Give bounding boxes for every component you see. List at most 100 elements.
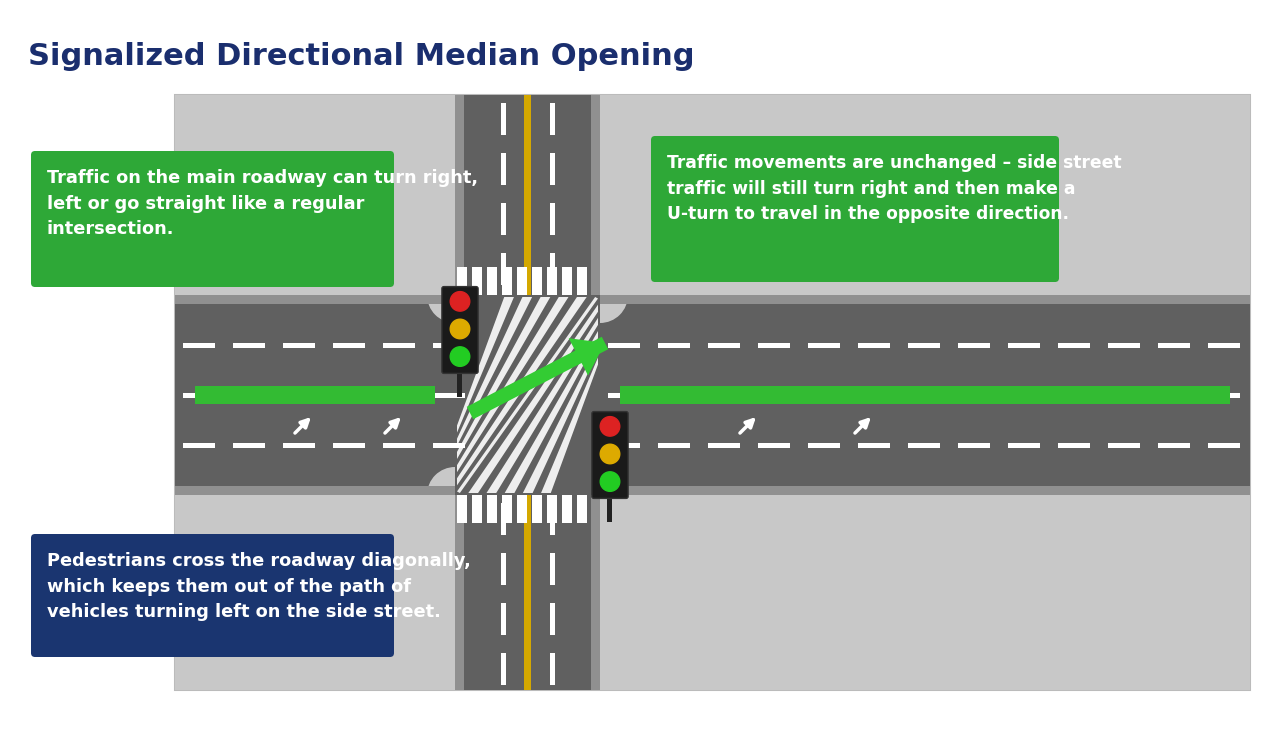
- Circle shape: [600, 416, 620, 436]
- Bar: [175, 95, 1251, 690]
- Wedge shape: [428, 295, 454, 323]
- Text: Traffic movements are unchanged – side street
traffic will still turn right and : Traffic movements are unchanged – side s…: [667, 154, 1121, 223]
- FancyBboxPatch shape: [31, 151, 394, 287]
- Bar: [547, 495, 557, 523]
- Bar: [1158, 343, 1190, 348]
- Polygon shape: [457, 297, 550, 459]
- Bar: [283, 393, 315, 397]
- Polygon shape: [457, 297, 598, 493]
- Circle shape: [451, 347, 470, 366]
- Bar: [1009, 442, 1039, 447]
- Bar: [233, 343, 265, 348]
- Polygon shape: [522, 344, 598, 493]
- Bar: [454, 95, 465, 690]
- Bar: [500, 503, 506, 535]
- Wedge shape: [600, 467, 628, 495]
- Bar: [457, 267, 467, 295]
- Bar: [233, 442, 265, 447]
- Bar: [283, 442, 315, 447]
- Bar: [195, 386, 435, 404]
- Bar: [175, 95, 454, 295]
- Bar: [957, 393, 989, 397]
- Bar: [233, 393, 265, 397]
- Bar: [500, 253, 506, 285]
- Bar: [1208, 343, 1240, 348]
- Bar: [908, 442, 940, 447]
- Bar: [608, 442, 640, 447]
- FancyBboxPatch shape: [442, 287, 479, 374]
- Bar: [957, 343, 989, 348]
- Bar: [562, 267, 572, 295]
- Polygon shape: [467, 337, 608, 419]
- Bar: [547, 267, 557, 295]
- FancyBboxPatch shape: [591, 411, 628, 498]
- Bar: [1009, 343, 1039, 348]
- Bar: [550, 653, 556, 685]
- Bar: [383, 442, 415, 447]
- Bar: [658, 343, 690, 348]
- Bar: [333, 442, 365, 447]
- Bar: [175, 486, 1251, 495]
- Bar: [1158, 442, 1190, 447]
- Bar: [1208, 393, 1240, 397]
- Bar: [486, 267, 497, 295]
- Bar: [283, 343, 315, 348]
- Circle shape: [600, 444, 620, 464]
- Wedge shape: [428, 467, 454, 495]
- Bar: [658, 393, 690, 397]
- Bar: [454, 95, 600, 690]
- Bar: [500, 553, 506, 585]
- Bar: [1009, 393, 1039, 397]
- Bar: [500, 153, 506, 185]
- Bar: [1108, 442, 1140, 447]
- Polygon shape: [568, 338, 605, 375]
- Bar: [524, 495, 531, 690]
- Bar: [607, 497, 612, 522]
- Bar: [433, 442, 465, 447]
- Bar: [858, 393, 890, 397]
- Bar: [502, 495, 512, 523]
- Bar: [858, 442, 890, 447]
- Bar: [1108, 393, 1140, 397]
- Bar: [433, 343, 465, 348]
- Bar: [500, 653, 506, 685]
- Bar: [532, 267, 541, 295]
- Bar: [908, 343, 940, 348]
- Circle shape: [600, 472, 620, 492]
- Bar: [808, 343, 840, 348]
- Bar: [1208, 442, 1240, 447]
- Bar: [517, 495, 527, 523]
- Bar: [486, 495, 497, 523]
- Bar: [175, 495, 454, 690]
- Bar: [658, 442, 690, 447]
- Bar: [808, 442, 840, 447]
- Bar: [708, 343, 740, 348]
- Bar: [858, 343, 890, 348]
- Bar: [175, 295, 1251, 495]
- Bar: [524, 95, 531, 295]
- Polygon shape: [457, 297, 515, 433]
- Bar: [708, 393, 740, 397]
- Bar: [577, 495, 588, 523]
- Bar: [333, 343, 365, 348]
- Polygon shape: [541, 357, 598, 493]
- Bar: [608, 343, 640, 348]
- Bar: [457, 495, 467, 523]
- Bar: [808, 393, 840, 397]
- Circle shape: [451, 319, 470, 339]
- Bar: [500, 603, 506, 635]
- Bar: [175, 295, 1251, 304]
- Polygon shape: [486, 318, 598, 493]
- Bar: [577, 267, 588, 295]
- Bar: [550, 203, 556, 235]
- Wedge shape: [600, 295, 628, 323]
- Bar: [758, 343, 790, 348]
- Bar: [457, 371, 462, 397]
- Bar: [600, 95, 1251, 295]
- Bar: [183, 393, 215, 397]
- Bar: [908, 393, 940, 397]
- Bar: [454, 295, 600, 495]
- Bar: [1059, 442, 1091, 447]
- Bar: [708, 442, 740, 447]
- Bar: [758, 442, 790, 447]
